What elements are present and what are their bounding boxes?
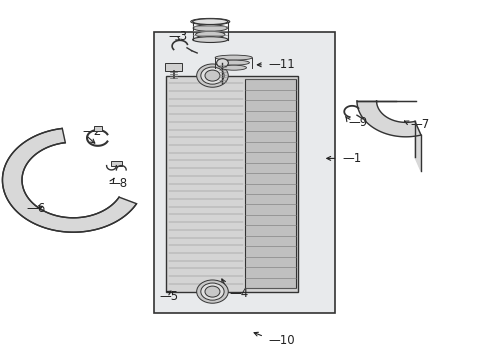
Text: —1: —1 bbox=[342, 152, 361, 165]
Polygon shape bbox=[414, 121, 420, 171]
Text: —8: —8 bbox=[108, 177, 127, 190]
Bar bbox=[164, 63, 182, 71]
Circle shape bbox=[196, 280, 228, 303]
Text: —3: —3 bbox=[168, 30, 187, 42]
Text: —11: —11 bbox=[267, 58, 294, 71]
Text: —4: —4 bbox=[229, 287, 248, 300]
Ellipse shape bbox=[195, 31, 224, 38]
Circle shape bbox=[196, 64, 228, 87]
Bar bbox=[245, 79, 295, 288]
Ellipse shape bbox=[218, 60, 249, 65]
Text: —10: —10 bbox=[267, 334, 294, 347]
Circle shape bbox=[201, 283, 224, 300]
Circle shape bbox=[204, 286, 220, 297]
Ellipse shape bbox=[190, 18, 229, 25]
Bar bbox=[94, 126, 102, 131]
Bar bbox=[110, 161, 122, 166]
Text: —6: —6 bbox=[27, 202, 46, 215]
Ellipse shape bbox=[192, 37, 227, 42]
Circle shape bbox=[216, 59, 228, 67]
Circle shape bbox=[204, 70, 220, 81]
Polygon shape bbox=[2, 129, 136, 232]
Polygon shape bbox=[356, 101, 420, 137]
Ellipse shape bbox=[193, 25, 227, 31]
Ellipse shape bbox=[192, 19, 227, 24]
Ellipse shape bbox=[221, 65, 246, 70]
Text: —9: —9 bbox=[347, 116, 366, 129]
Bar bbox=[166, 76, 298, 292]
Text: —5: —5 bbox=[159, 291, 178, 303]
Circle shape bbox=[201, 67, 224, 84]
Text: —7: —7 bbox=[410, 118, 429, 131]
Text: —2: —2 bbox=[82, 125, 101, 138]
Bar bbox=[154, 32, 334, 313]
Ellipse shape bbox=[215, 55, 252, 60]
